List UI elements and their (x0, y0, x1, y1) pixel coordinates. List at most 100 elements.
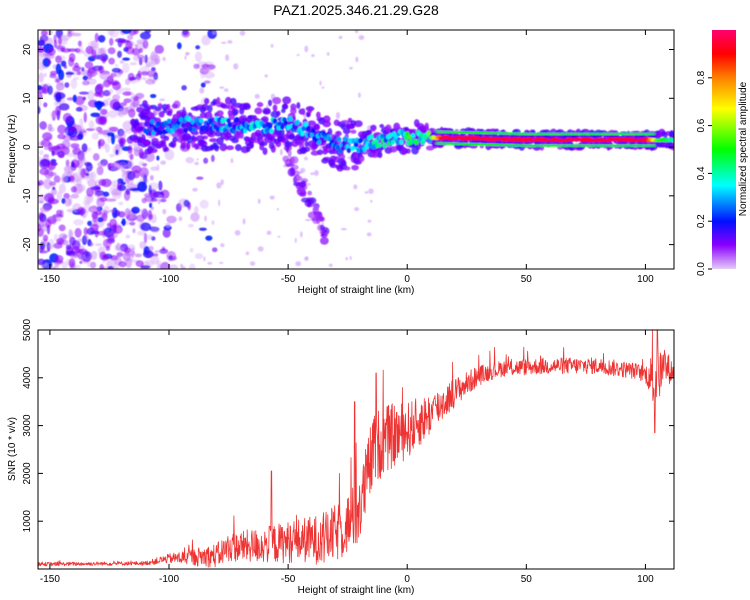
spectral-blob (105, 198, 117, 202)
spectral-ridge (269, 128, 274, 134)
spectral-blob (261, 116, 269, 123)
spectral-blob (149, 202, 153, 208)
spectral-blob (58, 183, 66, 194)
spectral-blob (134, 43, 138, 50)
spectral-ridge (204, 126, 210, 132)
spectral-blob (225, 145, 235, 151)
x-tick-label: -150 (40, 274, 60, 285)
spectral-blob (216, 182, 222, 189)
spectral-blob (313, 123, 320, 130)
colorbar-ticks: 0.0 0.2 0.4 0.6 0.8 (696, 70, 712, 276)
spectral-blob (39, 206, 51, 213)
spectrogram-frame (37, 29, 675, 270)
spectral-blob (148, 112, 156, 119)
spectral-blob (108, 57, 115, 65)
y-tick-label: 10 (22, 92, 33, 104)
spectral-blob (140, 71, 149, 76)
spectral-blob (77, 238, 83, 243)
spectral-blob (117, 50, 122, 58)
spectral-blob (299, 231, 303, 238)
spectral-blob (220, 41, 227, 44)
spectral-blob (315, 211, 323, 220)
spectral-ridge (369, 134, 374, 140)
spectral-ridge (306, 125, 311, 132)
spectral-blob (296, 188, 306, 193)
spectral-blob (259, 141, 268, 147)
spectral-blob (257, 198, 261, 204)
spectral-blob (160, 189, 170, 199)
spectral-ridge (358, 137, 363, 143)
figure-title: PAZ1.2025.346.21.29.G28 (273, 2, 439, 18)
spectral-blob (121, 30, 132, 34)
spectral-blob (154, 44, 164, 54)
spectral-blob (181, 85, 187, 91)
spectral-blob (198, 227, 207, 231)
spectral-blob (307, 190, 313, 196)
spectral-blob (61, 48, 72, 53)
y-tick-label: -20 (22, 237, 33, 252)
spectral-blob (211, 247, 218, 253)
spectral-blob (119, 102, 127, 107)
spectral-blob (127, 72, 135, 82)
spectral-blob (140, 134, 146, 142)
spectral-blob (303, 146, 311, 152)
spectral-blob (92, 127, 102, 132)
spectral-blob (358, 92, 361, 98)
spectral-ridge (268, 123, 273, 129)
spectral-blob (62, 171, 69, 183)
spectral-ridge (227, 122, 232, 128)
spectral-blob (149, 54, 160, 60)
spectral-ridge (316, 139, 322, 145)
spectral-blob (185, 51, 189, 56)
spectral-ridge (293, 124, 298, 130)
spectral-blob (58, 69, 65, 81)
spectral-blob (200, 82, 206, 88)
spectral-blob (194, 161, 199, 166)
spectral-blob (82, 214, 87, 219)
spectral-blob (70, 186, 78, 193)
spectral-blob (38, 258, 46, 266)
spectral-blob (149, 104, 158, 110)
spectral-blob (334, 130, 342, 137)
spectral-blob (136, 39, 147, 45)
spectral-blob (284, 158, 293, 168)
spectral-blob (74, 48, 81, 53)
spectral-ridge (337, 136, 342, 143)
spectral-blob (306, 183, 311, 186)
spectral-blob (61, 261, 68, 269)
spectral-blob (140, 222, 152, 232)
spectral-blob (203, 157, 209, 164)
spectral-blob (119, 60, 125, 64)
spectral-blob (43, 72, 47, 78)
spectral-blob (189, 247, 194, 253)
spectral-blob (354, 207, 360, 212)
colorbar-tick-label: 0.4 (696, 166, 707, 180)
spectral-blob (267, 99, 273, 107)
spectral-blob (118, 260, 127, 268)
spectral-blob (137, 70, 142, 78)
spectral-blob (209, 138, 218, 143)
spectral-blob (115, 149, 119, 156)
spectral-blob (319, 224, 325, 231)
spectral-blob (72, 65, 81, 72)
spectral-ridge (382, 142, 387, 148)
spectral-blob (57, 133, 66, 140)
spectral-blob (138, 149, 144, 159)
spectral-blob (101, 254, 109, 261)
spectral-blob (102, 79, 111, 88)
spectral-blob (364, 191, 369, 194)
spectral-blob (53, 39, 58, 48)
spectral-blob (164, 149, 175, 161)
spectral-ridge (403, 135, 409, 141)
spectral-blob (83, 234, 89, 244)
spectral-blob (47, 47, 56, 56)
spectral-blob (133, 96, 139, 102)
spectral-blob (242, 218, 246, 225)
spectral-blob (194, 51, 203, 62)
spectral-blob (131, 48, 141, 56)
spectral-blob (122, 57, 131, 61)
spectral-blob (304, 45, 309, 53)
spectral-blob (204, 66, 208, 71)
spectral-blob (156, 155, 160, 161)
spectral-ridge (191, 126, 197, 133)
